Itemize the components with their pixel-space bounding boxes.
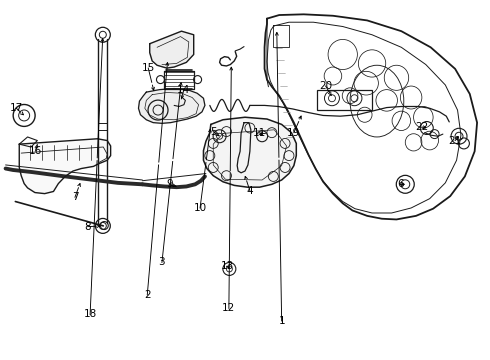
Text: 5: 5	[210, 127, 217, 136]
Text: 6: 6	[397, 179, 404, 189]
Polygon shape	[203, 117, 296, 187]
Text: 18: 18	[83, 310, 97, 319]
Text: 10: 10	[194, 203, 207, 213]
Text: 13: 13	[221, 261, 235, 271]
Text: 9: 9	[166, 179, 172, 189]
Polygon shape	[139, 89, 205, 123]
Text: 21: 21	[448, 136, 462, 145]
Text: 8: 8	[84, 222, 91, 231]
Text: 12: 12	[222, 303, 236, 314]
Text: 14: 14	[177, 85, 191, 95]
Polygon shape	[19, 139, 111, 194]
Text: 15: 15	[142, 63, 155, 73]
Text: 17: 17	[10, 103, 23, 113]
Text: 2: 2	[144, 290, 150, 300]
Text: 7: 7	[72, 192, 78, 202]
Text: 19: 19	[287, 128, 300, 138]
Text: 16: 16	[29, 145, 43, 156]
Polygon shape	[150, 31, 194, 68]
Text: 22: 22	[415, 122, 428, 132]
Text: 4: 4	[246, 186, 253, 196]
Text: 11: 11	[253, 128, 266, 138]
Text: 3: 3	[159, 257, 165, 267]
Text: 20: 20	[319, 81, 332, 91]
Text: 1: 1	[278, 316, 285, 326]
Bar	[318, 90, 372, 111]
